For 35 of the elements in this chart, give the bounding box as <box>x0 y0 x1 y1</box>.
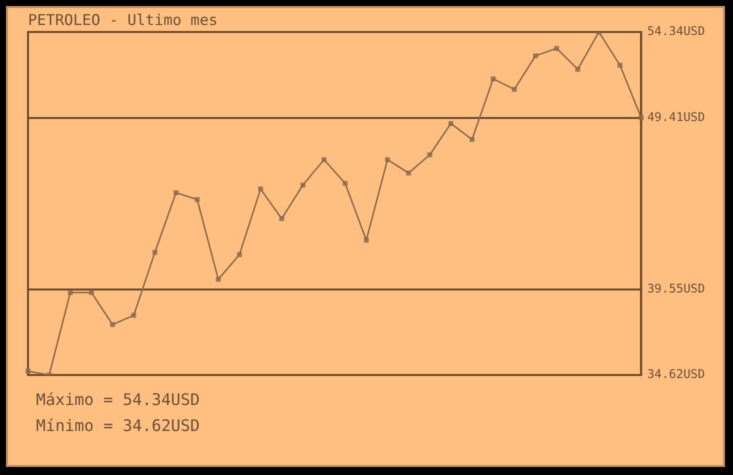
point <box>131 312 136 318</box>
point <box>258 186 264 192</box>
point <box>174 190 178 196</box>
point <box>533 53 538 58</box>
point <box>322 157 327 162</box>
y-tick-label: 49.41USD <box>647 110 705 124</box>
point <box>300 182 306 188</box>
point <box>575 66 580 72</box>
point <box>512 86 517 92</box>
point <box>618 62 623 68</box>
point <box>88 290 94 296</box>
point <box>26 368 30 374</box>
point <box>554 46 560 51</box>
point <box>364 238 369 243</box>
point <box>490 76 496 82</box>
point <box>110 322 116 328</box>
point <box>470 137 475 142</box>
point <box>384 157 390 162</box>
point <box>152 250 158 255</box>
text: Mínimo = 34.62USD <box>36 416 200 436</box>
text: Máximo = 54.34USD <box>36 390 200 410</box>
y-tick-label: 54.34USD <box>647 24 705 38</box>
point <box>216 276 221 282</box>
chart-title: PETROLEO - Ultimo mes <box>28 10 218 29</box>
point <box>427 152 432 158</box>
y-tick-label: 34.62USD <box>647 367 705 382</box>
point <box>406 170 412 176</box>
point <box>448 121 454 126</box>
point <box>279 216 284 222</box>
point <box>342 180 348 186</box>
point <box>236 252 242 258</box>
y-tick-label: 39.55USD <box>647 281 705 296</box>
point <box>68 290 73 296</box>
point <box>194 197 200 202</box>
point <box>638 115 644 120</box>
